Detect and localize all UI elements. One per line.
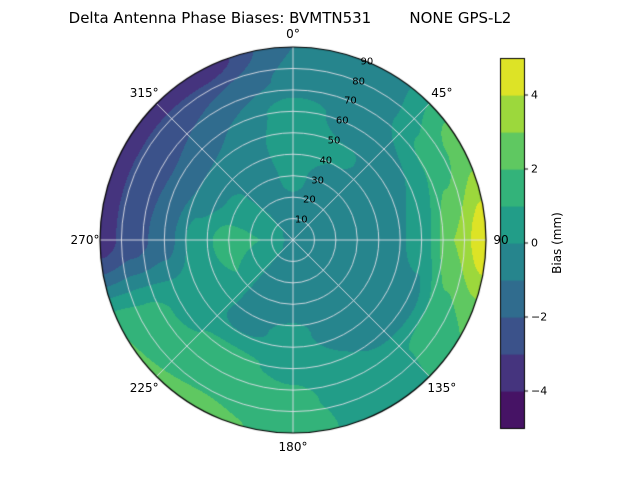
colorbar-axis-label: Bias (mm) [550,212,564,274]
